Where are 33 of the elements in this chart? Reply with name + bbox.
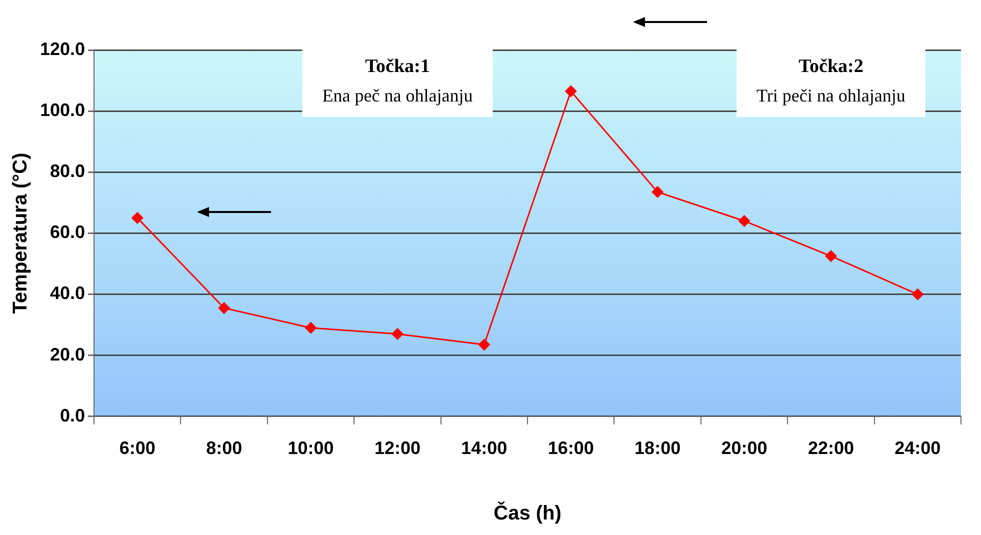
y-axis-title: Temperatura (°C) [10, 152, 32, 314]
y-tick-label: 100.0 [40, 100, 86, 120]
x-tick-label: 18:00 [634, 438, 681, 458]
point [912, 288, 924, 300]
annotation: Ena peč na ohlajanju [322, 86, 473, 106]
x-tick-label: 8:00 [206, 438, 242, 458]
x-tick-label: 10:00 [288, 438, 334, 458]
point [652, 186, 664, 198]
point [565, 85, 577, 97]
y-tick-label: 40.0 [50, 283, 86, 304]
annotation: Tri peči na ohlajanju [756, 86, 906, 106]
point [738, 215, 750, 227]
x-tick-label: 12:00 [374, 438, 420, 458]
point [132, 212, 144, 224]
x-axis-title: Čas (h) [494, 502, 562, 525]
point [825, 250, 837, 262]
point [305, 322, 317, 334]
point [478, 338, 490, 350]
y-tick-label: 60.0 [50, 222, 86, 242]
point [218, 302, 230, 314]
y-tick-label: 0.0 [60, 405, 86, 426]
annotation: Točka:1 [365, 56, 430, 77]
x-tick-label: 22:00 [808, 438, 854, 458]
y-tick-label: 80.0 [50, 161, 86, 182]
y-tick-label: 20.0 [50, 344, 86, 364]
point [392, 328, 404, 340]
x-tick-label: 6:00 [119, 438, 156, 458]
x-tick-label: 20:00 [721, 438, 768, 458]
x-tick-label: 16:00 [548, 438, 594, 458]
x-tick-label: 14:00 [461, 438, 508, 458]
x-tick-label: 24:00 [894, 438, 941, 458]
annotation: Točka:2 [798, 56, 864, 77]
y-tick-label: 120.0 [40, 38, 86, 59]
